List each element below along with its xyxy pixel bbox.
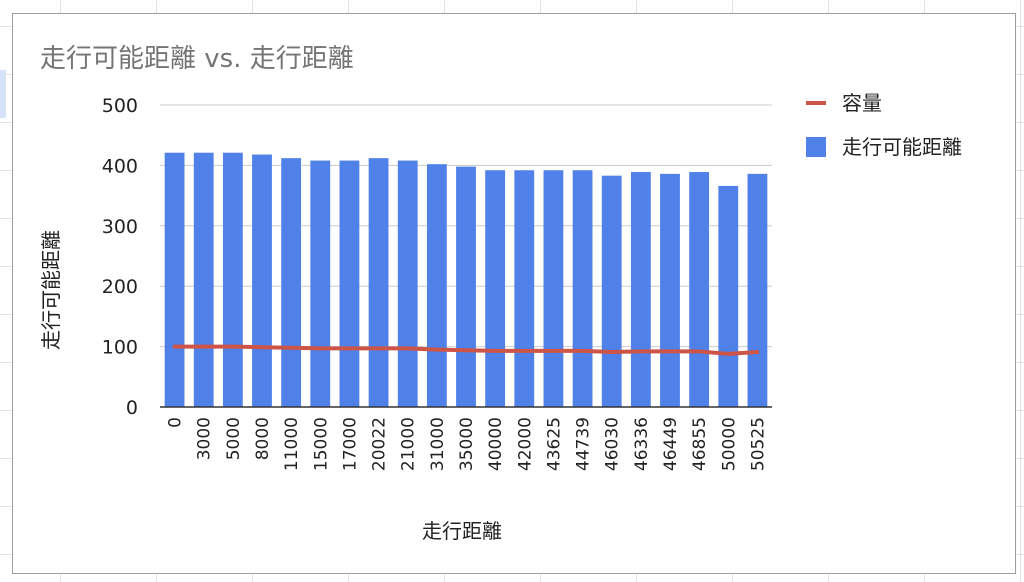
bar <box>601 175 622 407</box>
bar <box>281 158 302 407</box>
x-tick-label: 44739 <box>574 417 594 471</box>
bar <box>456 166 476 407</box>
capacity-line <box>172 344 760 356</box>
y-tick-label: 100 <box>102 337 138 359</box>
x-tick-label: 43625 <box>544 417 564 471</box>
x-tick-labels: 0 3000 5000 8000 11000 15000 17000 20022 21000 31… <box>166 417 769 471</box>
legend-label: 走行可能距離 <box>842 135 962 159</box>
y-tick-label: 400 <box>102 155 138 177</box>
x-tick-label: 3000 <box>195 417 215 460</box>
x-tick-label: 0 <box>166 417 186 428</box>
x-tick-label: 50525 <box>748 417 768 471</box>
legend-swatch-bar <box>806 137 826 157</box>
chart-title[interactable]: 走行可能距離 vs. 走行距離 <box>40 44 354 74</box>
x-tick-label: 20022 <box>370 417 390 471</box>
bar <box>368 158 389 407</box>
bar <box>164 152 185 407</box>
bar <box>514 170 535 407</box>
x-tick-label: 46855 <box>690 417 710 471</box>
bar <box>310 160 331 407</box>
y-tick-label: 300 <box>102 216 138 238</box>
x-tick-label: 46030 <box>603 417 623 471</box>
y-tick-label: 200 <box>102 276 138 298</box>
y-tick-labels: 0 100 200 300 400 500 <box>102 95 138 419</box>
bar <box>718 185 739 407</box>
x-tick-label: 8000 <box>253 417 273 460</box>
x-tick-label: 31000 <box>428 417 448 471</box>
legend-label: 容量 <box>842 91 882 115</box>
bar <box>630 172 651 407</box>
x-tick-label: 42000 <box>515 417 535 471</box>
bar <box>397 160 418 407</box>
bar <box>747 173 768 407</box>
x-tick-label: 50000 <box>719 417 739 471</box>
bar-series <box>164 152 768 407</box>
bar <box>193 152 214 407</box>
y-axis-title: 走行可能距離 <box>39 230 63 350</box>
x-tick-label: 15000 <box>311 417 331 471</box>
bar <box>426 164 447 407</box>
x-axis-title: 走行距離 <box>422 519 502 543</box>
x-tick-label: 21000 <box>399 417 419 471</box>
bar <box>543 170 564 407</box>
bar <box>485 170 506 407</box>
bar <box>660 173 680 407</box>
line-series <box>172 344 760 356</box>
x-tick-label: 35000 <box>457 417 477 471</box>
x-tick-label: 46336 <box>632 417 652 471</box>
x-tick-label: 11000 <box>282 417 302 471</box>
bar <box>252 154 272 407</box>
x-tick-label: 40000 <box>486 417 506 471</box>
bar <box>339 160 360 407</box>
bar <box>222 152 243 407</box>
x-tick-label: 5000 <box>224 417 244 460</box>
x-tick-label: 46449 <box>661 417 681 471</box>
selected-cell-edge <box>0 70 6 118</box>
bar <box>572 170 593 407</box>
y-tick-label: 0 <box>126 397 138 419</box>
x-tick-label: 17000 <box>340 417 360 471</box>
y-tick-label: 500 <box>102 95 138 117</box>
bar <box>689 172 710 407</box>
